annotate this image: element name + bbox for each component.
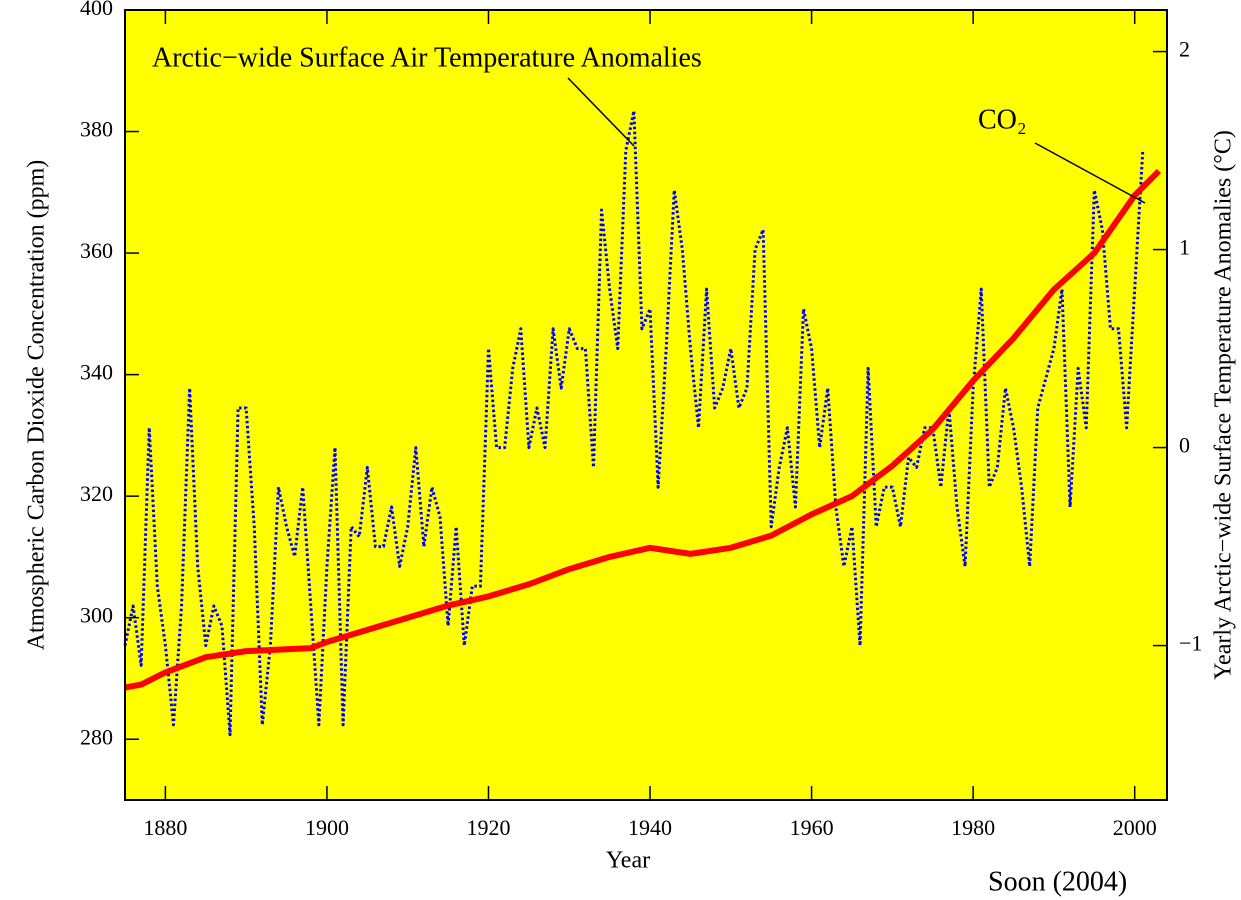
x-tick-label: 1920 — [466, 815, 510, 840]
x-tick-label: 1980 — [951, 815, 995, 840]
leader-line — [567, 77, 635, 147]
y-tick-label: 380 — [80, 117, 113, 142]
plot-area — [124, 9, 1168, 801]
annotation: Arctic−wide Surface Air Temperature Anom… — [152, 42, 702, 73]
x-tick-label: 1900 — [305, 815, 349, 840]
y-axis-title: Atmospheric Carbon Dioxide Concentration… — [24, 160, 50, 651]
y2-tick-label: −1 — [1179, 631, 1202, 656]
y-tick-label: 280 — [80, 724, 113, 749]
y-tick-label: 400 — [80, 0, 113, 20]
y-tick-label: 360 — [80, 238, 113, 263]
x-axis-title: Year — [606, 848, 650, 874]
x-tick-label: 1960 — [790, 815, 834, 840]
y2-tick-label: 0 — [1179, 433, 1190, 458]
y2-tick-label: 1 — [1179, 235, 1190, 260]
y2-axis-title: Yearly Arctic−wide Surface Temperature A… — [1211, 130, 1237, 680]
data-line — [123, 109, 1145, 737]
plot-frame — [124, 9, 1168, 801]
y-tick-label: 300 — [80, 603, 113, 628]
marks — [123, 109, 1162, 737]
annotation: Soon (2004) — [988, 866, 1127, 897]
y-tick-label: 340 — [80, 360, 113, 385]
leader-line — [1034, 142, 1146, 204]
y2-tick-label: 2 — [1179, 37, 1190, 62]
x-tick-label: 1940 — [628, 815, 672, 840]
annotation: CO₂ — [978, 104, 1027, 135]
data-line — [124, 168, 1162, 691]
x-tick-label: 2000 — [1113, 815, 1157, 840]
x-tick-label: 1880 — [143, 815, 187, 840]
y-tick-label: 320 — [80, 481, 113, 506]
